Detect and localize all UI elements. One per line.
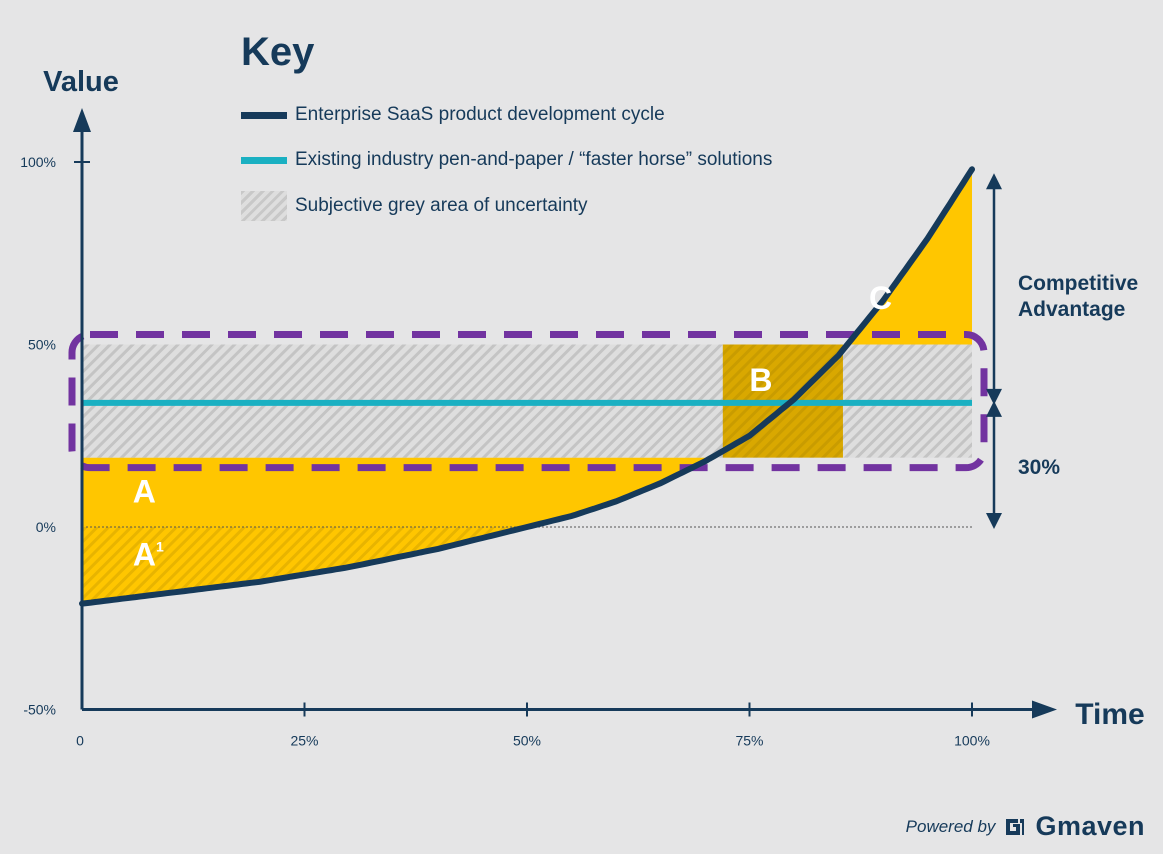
competitive-advantage-label: Competitive Advantage xyxy=(1018,272,1138,321)
x-tick-label: 0 xyxy=(76,733,84,749)
region-a1-fill xyxy=(82,527,527,604)
region-label-superscript: 1 xyxy=(156,539,164,555)
brand-name: Gmaven xyxy=(1035,811,1145,841)
region-label: B xyxy=(749,362,772,398)
teal-line-swatch-icon xyxy=(241,156,287,164)
thirty-percent-label: 30% xyxy=(1018,456,1060,479)
key-item-saas: Enterprise SaaS product development cycl… xyxy=(241,101,665,129)
saas-curve-line xyxy=(79,166,975,607)
key-item-grey-area: Subjective grey area of uncertainty xyxy=(241,191,588,221)
competitive-advantage-arrow-head-up-icon xyxy=(986,173,1002,190)
purple-dashed-box xyxy=(68,331,988,472)
x-tick-label: 100% xyxy=(954,733,990,749)
filled-regions xyxy=(82,169,972,604)
region-label: A xyxy=(133,474,156,510)
x-tick-label: 50% xyxy=(513,733,541,749)
y-tick-label: -50% xyxy=(23,702,56,718)
powered-by-text: Powered by xyxy=(905,816,996,836)
y-tick-label: 0% xyxy=(36,519,56,535)
key-label: Subjective grey area of uncertainty xyxy=(295,195,588,216)
key-label: Existing industry pen-and-paper / “faste… xyxy=(295,149,773,170)
x-axis-arrow-icon xyxy=(1032,700,1057,719)
x-ticks: 0 25% 50% 75% 100% xyxy=(76,702,990,749)
x-tick-label: 75% xyxy=(735,733,763,749)
label-line: Competitive xyxy=(1018,272,1138,295)
region-c-fill xyxy=(847,169,972,345)
x-tick-label: 25% xyxy=(290,733,318,749)
gmaven-logo-icon xyxy=(1006,818,1025,835)
key-label: Enterprise SaaS product development cycl… xyxy=(295,104,665,125)
y-tick-label: 100% xyxy=(20,154,56,170)
key-title: Key xyxy=(241,30,315,74)
thirty-percent-arrow-head-down-icon xyxy=(986,513,1002,529)
y-axis-arrow-icon xyxy=(73,108,91,132)
competitive-advantage-arrow-head-down-icon xyxy=(986,388,1002,405)
region-label: C xyxy=(869,280,892,316)
hatch-swatch-icon xyxy=(241,191,287,221)
dark-line-swatch-icon xyxy=(241,111,287,119)
y-tick-label: 50% xyxy=(28,337,56,353)
y-axis-label: Value xyxy=(43,66,119,98)
key-item-faster-horse: Existing industry pen-and-paper / “faste… xyxy=(241,146,772,174)
label-line: Advantage xyxy=(1018,298,1125,321)
thirty-percent-arrow-head-up-icon xyxy=(986,400,1002,417)
y-ticks: 100% 50% 0% -50% xyxy=(20,154,90,718)
x-axis-label: Time xyxy=(1075,698,1144,731)
annotations: Competitive Advantage 30% xyxy=(986,173,1138,529)
footer: Powered by Gmaven xyxy=(906,811,1145,842)
